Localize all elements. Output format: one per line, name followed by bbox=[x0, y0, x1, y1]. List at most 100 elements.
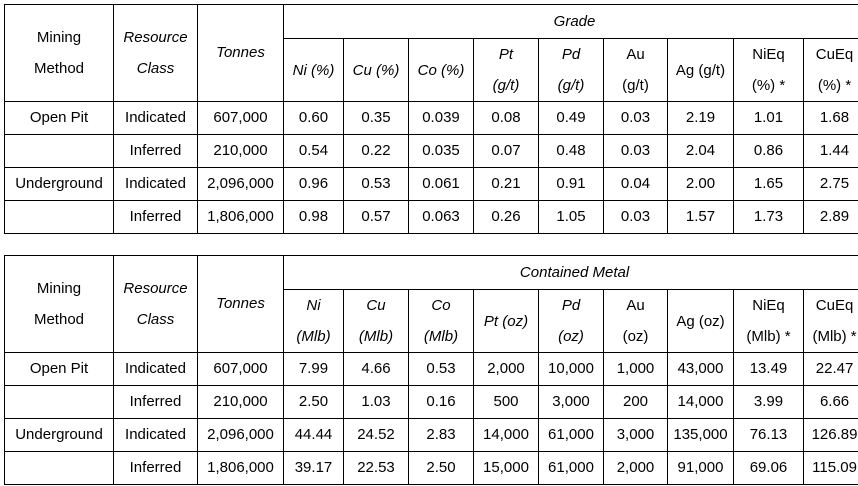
value-cell: 91,000 bbox=[667, 451, 734, 485]
column-header-label: CuEq bbox=[815, 297, 854, 314]
value-cell: 0.16 bbox=[408, 385, 474, 419]
value-cell: 0.53 bbox=[408, 352, 474, 386]
value-cell: 22.47 bbox=[802, 352, 858, 386]
value-cell: 4.66 bbox=[343, 352, 409, 386]
units-header-row: Ni (Mlb) Cu (Mlb) Co (Mlb) Pt (oz) Pd (oz) Au (oz)… bbox=[5, 289, 858, 353]
value-cell: 0.039 bbox=[408, 101, 474, 135]
column-header: Au (g/t) bbox=[603, 38, 668, 102]
mining-method-cell: Underground bbox=[4, 418, 114, 452]
units-header-row: Ni (%) Cu (%) Co (%) Pt (g/t) Pd (g/t) Au (g/t) A… bbox=[5, 38, 858, 102]
value-cell: 15,000 bbox=[473, 451, 539, 485]
resource-class-cell: Inferred bbox=[113, 134, 198, 168]
mining-method-cell bbox=[4, 385, 114, 419]
value-cell: 1.57 bbox=[667, 200, 734, 234]
value-cell: 0.53 bbox=[343, 167, 409, 201]
value-cell: 0.86 bbox=[733, 134, 804, 168]
column-header: Pd (oz) bbox=[538, 289, 604, 353]
value-cell: 0.49 bbox=[538, 101, 604, 135]
column-header: Au (oz) bbox=[603, 289, 668, 353]
value-cell: 61,000 bbox=[538, 418, 604, 452]
table-row: Inferred 1,806,000 39.17 22.53 2.50 15,000 61,… bbox=[4, 451, 858, 485]
table-row: Inferred 1,806,000 0.98 0.57 0.063 0.26 1.05 0.… bbox=[4, 200, 858, 234]
column-header-label: Co bbox=[431, 297, 451, 314]
column-header-label: Pt bbox=[498, 46, 514, 63]
column-header-label: NiEq bbox=[752, 46, 785, 63]
value-cell: 2.75 bbox=[802, 167, 858, 201]
column-header-unit: (g/t) bbox=[557, 77, 585, 94]
column-header-unit: (Mlb) bbox=[423, 328, 459, 345]
column-header-label: Pt (oz) bbox=[483, 312, 529, 330]
value-cell: 0.35 bbox=[343, 101, 409, 135]
tonnes-cell: 607,000 bbox=[197, 352, 284, 386]
tonnes-cell: 210,000 bbox=[197, 134, 284, 168]
resource-class-cell: Indicated bbox=[113, 101, 198, 135]
resource-class-header: Resource Class bbox=[113, 255, 198, 353]
value-cell: 0.57 bbox=[343, 200, 409, 234]
value-cell: 115.09 bbox=[802, 451, 858, 485]
value-cell: 39.17 bbox=[283, 451, 344, 485]
table-row: Underground Indicated 2,096,000 44.44 24.52 2… bbox=[4, 418, 858, 452]
column-header: Pt (g/t) bbox=[473, 38, 539, 102]
value-cell: 2,000 bbox=[473, 352, 539, 386]
column-header: CuEq (%) * bbox=[802, 38, 858, 102]
value-cell: 7.99 bbox=[283, 352, 344, 386]
column-header-label: Pd bbox=[561, 297, 581, 314]
resource-class-cell: Indicated bbox=[113, 418, 198, 452]
value-cell: 0.061 bbox=[408, 167, 474, 201]
tonnes-cell: 607,000 bbox=[197, 101, 284, 135]
value-cell: 6.66 bbox=[802, 385, 858, 419]
column-header: NiEq (Mlb) * bbox=[733, 289, 804, 353]
mining-method-header: Mining Method bbox=[4, 255, 114, 353]
column-header: Ni (%) bbox=[283, 38, 344, 102]
value-cell: 3,000 bbox=[603, 418, 668, 452]
header-row: Mining Method Resource Class Tonnes Grade bbox=[4, 4, 858, 102]
value-cell: 200 bbox=[603, 385, 668, 419]
value-cell: 2.83 bbox=[408, 418, 474, 452]
resource-class-cell: Indicated bbox=[113, 167, 198, 201]
tonnes-header: Tonnes bbox=[197, 4, 284, 102]
column-header-label: Ag (oz) bbox=[676, 312, 725, 330]
header-row: Mining Method Resource Class Tonnes Contained… bbox=[4, 255, 858, 353]
mining-method-header-line: Method bbox=[33, 311, 85, 328]
value-cell: 0.60 bbox=[283, 101, 344, 135]
value-cell: 2.50 bbox=[283, 385, 344, 419]
value-cell: 0.96 bbox=[283, 167, 344, 201]
value-cell: 2.00 bbox=[667, 167, 734, 201]
column-header-unit: (oz) bbox=[622, 328, 649, 345]
value-cell: 14,000 bbox=[667, 385, 734, 419]
column-header: NiEq (%) * bbox=[733, 38, 804, 102]
column-header: Co (Mlb) bbox=[408, 289, 474, 353]
column-header: Ni (Mlb) bbox=[283, 289, 344, 353]
mining-method-cell bbox=[4, 200, 114, 234]
column-header-label: Ag (g/t) bbox=[675, 61, 726, 79]
value-cell: 24.52 bbox=[343, 418, 409, 452]
column-header-unit: (%) * bbox=[817, 77, 852, 94]
column-header: Ag (g/t) bbox=[667, 38, 734, 102]
resource-class-header: Resource Class bbox=[113, 4, 198, 102]
table-row: Underground Indicated 2,096,000 0.96 0.53 0.0… bbox=[4, 167, 858, 201]
mining-method-cell bbox=[4, 451, 114, 485]
value-cell: 0.03 bbox=[603, 200, 668, 234]
table-row: Inferred 210,000 2.50 1.03 0.16 500 3,000 200 14… bbox=[4, 385, 858, 419]
value-cell: 44.44 bbox=[283, 418, 344, 452]
column-header: Pt (oz) bbox=[473, 289, 539, 353]
value-cell: 0.03 bbox=[603, 101, 668, 135]
resource-class-header-line: Resource bbox=[123, 280, 188, 297]
mining-method-header-line: Mining bbox=[36, 280, 82, 297]
value-cell: 0.03 bbox=[603, 134, 668, 168]
resource-class-header-line: Class bbox=[136, 60, 175, 77]
mining-method-header-line: Mining bbox=[36, 29, 82, 46]
value-cell: 2,000 bbox=[603, 451, 668, 485]
value-cell: 1.65 bbox=[733, 167, 804, 201]
value-cell: 1.01 bbox=[733, 101, 804, 135]
column-header: Co (%) bbox=[408, 38, 474, 102]
value-cell: 0.48 bbox=[538, 134, 604, 168]
table-row: Open Pit Indicated 607,000 7.99 4.66 0.53 2,00… bbox=[4, 352, 858, 386]
contained-metal-table: Mining Method Resource Class Tonnes Contained… bbox=[4, 255, 858, 485]
value-cell: 10,000 bbox=[538, 352, 604, 386]
column-header-label: Au bbox=[626, 297, 645, 314]
value-cell: 76.13 bbox=[733, 418, 804, 452]
value-cell: 0.98 bbox=[283, 200, 344, 234]
value-cell: 0.21 bbox=[473, 167, 539, 201]
value-cell: 43,000 bbox=[667, 352, 734, 386]
